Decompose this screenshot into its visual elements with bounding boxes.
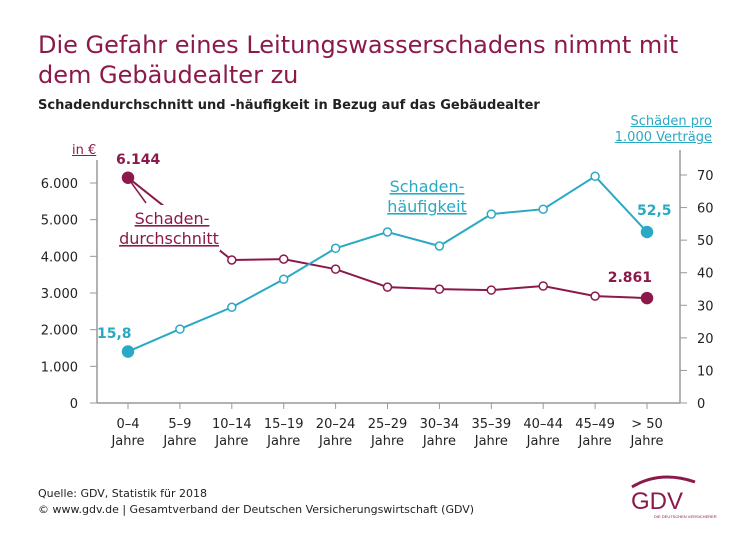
data-point [434, 284, 445, 294]
data-point [330, 243, 341, 254]
right-tick-label: 10 [697, 364, 714, 379]
series-label-line2: durchschnitt [119, 229, 219, 248]
series-line-0 [127, 176, 648, 300]
x-tick-label: 15–19 [264, 417, 304, 432]
data-label: 15,8 [97, 326, 132, 342]
data-point [382, 227, 393, 237]
left-tick-label: 1.000 [41, 360, 78, 375]
x-tick-label: > 50 [631, 417, 663, 432]
data-point [175, 324, 185, 334]
right-tick-label: 50 [697, 234, 714, 249]
data-point [434, 241, 445, 251]
source-line-1: Quelle: GDV, Statistik für 2018 [38, 487, 208, 500]
right-axis-label-2: 1.000 Verträge [614, 130, 712, 145]
right-tick-label: 70 [697, 169, 714, 184]
x-tick-label: 0–4 [116, 417, 139, 432]
data-point [486, 209, 497, 219]
data-point [278, 274, 289, 284]
label-bg [120, 205, 220, 251]
chart-subtitle: Schadendurchschnitt und -häufigkeit in B… [38, 98, 540, 113]
left-tick-label: 5.000 [41, 214, 78, 229]
left-tick-label: 4.000 [41, 250, 78, 265]
right-tick-label: 20 [697, 332, 714, 347]
x-tick-label: 25–29 [368, 417, 408, 432]
x-tick-label: Jahre [578, 434, 612, 449]
x-tick-label: 20–24 [316, 417, 356, 432]
data-point [590, 171, 600, 182]
series-label-line1: Schaden- [135, 209, 210, 228]
series-label-line1: Schaden- [390, 177, 465, 196]
x-tick-label: Jahre [474, 434, 508, 449]
series-label-line2: häufigkeit [387, 197, 467, 216]
data-point [640, 225, 654, 239]
x-tick-label: Jahre [162, 434, 196, 449]
data-point [538, 281, 548, 291]
right-axis-unit: Schäden pro 1.000 Verträge [615, 114, 712, 146]
data-point [121, 171, 135, 184]
data-label: 2.861 [608, 270, 652, 286]
source-line-2: © www.gdv.de | Gesamtverband der Deutsch… [38, 503, 475, 516]
right-tick-label: 0 [697, 397, 705, 412]
right-axis-label-1: Schäden pro [630, 114, 713, 129]
data-label: 6.144 [116, 152, 161, 168]
right-tick-label: 30 [697, 299, 714, 314]
x-tick-label: 30–34 [420, 417, 460, 432]
x-tick-label: Jahre [629, 434, 663, 449]
data-point [382, 282, 393, 292]
x-tick-label: 45–49 [575, 417, 615, 432]
page-title: Die Gefahr eines Leitungswasserschadens … [38, 31, 679, 89]
x-tick-label: Jahre [526, 434, 560, 449]
left-tick-label: 3.000 [41, 287, 78, 302]
data-point [538, 204, 548, 214]
leader-line [127, 177, 147, 204]
data-point [486, 285, 497, 295]
data-point [640, 291, 654, 305]
data-label: 52,5 [637, 203, 672, 219]
x-tick-label: Jahre [110, 434, 144, 449]
left-tick-label: 2.000 [41, 324, 78, 339]
source: Quelle: GDV, Statistik für 2018 © www.gd… [38, 486, 474, 518]
left-tick-label: 0 [70, 397, 78, 412]
data-point [227, 255, 237, 265]
x-tick-label: Jahre [370, 434, 404, 449]
left-tick-label: 6.000 [41, 177, 78, 192]
x-tick-label: 40–44 [523, 417, 563, 432]
x-tick-label: Jahre [214, 434, 248, 449]
x-tick-label: Jahre [422, 434, 456, 449]
right-tick-label: 60 [697, 202, 714, 217]
data-point [121, 345, 135, 358]
right-tick-label: 40 [697, 267, 714, 282]
data-point [330, 264, 341, 274]
left-axis-unit: in € [72, 143, 97, 158]
x-tick-label: 35–39 [472, 417, 512, 432]
x-tick-label: 5–9 [168, 417, 191, 432]
data-point [278, 254, 289, 264]
data-point [227, 302, 237, 312]
x-tick-label: Jahre [318, 434, 352, 449]
x-tick-label: Jahre [266, 434, 300, 449]
x-tick-label: 10–14 [212, 417, 252, 432]
data-point [590, 291, 600, 301]
